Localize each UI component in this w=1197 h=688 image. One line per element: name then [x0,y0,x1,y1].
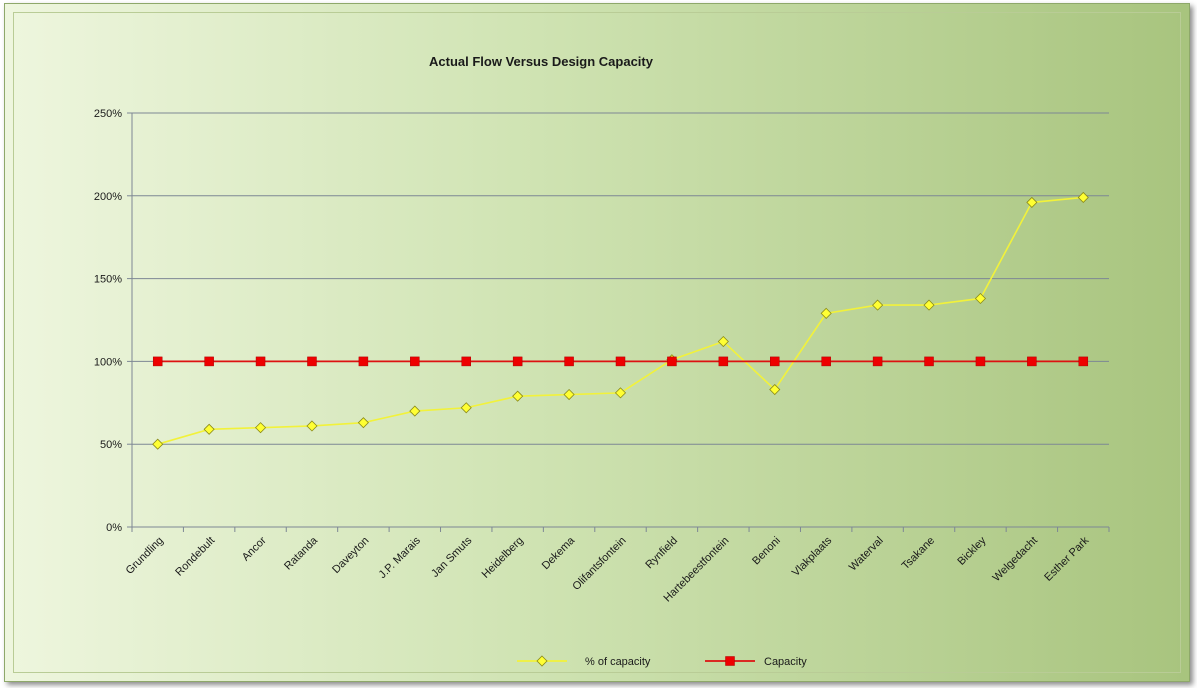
data-point [358,356,369,367]
x-tick-label: Esther Park [1042,534,1091,583]
legend-marker [536,655,548,667]
data-point [512,390,524,402]
x-tick-label: Heidelberg [480,535,526,581]
data-point [563,388,575,401]
grid-lines [132,112,1109,445]
data-point [821,356,831,367]
data-point [307,356,317,367]
data-point [152,356,163,367]
data-point [974,292,987,305]
chart-title: Actual Flow Versus Design Capacity [429,54,654,69]
data-point [872,299,884,311]
data-point [357,417,369,429]
data-point [255,356,266,367]
legend-marker [725,656,735,666]
legend-entry: Capacity [705,656,807,668]
x-tick-label: Dekema [540,534,578,572]
legend-label: % of capacity [585,656,651,668]
x-tick-label: Welgedacht [991,535,1040,584]
data-point [410,356,420,367]
x-tick-label: Daveyton [330,535,371,576]
data-point [512,356,523,367]
data-point [564,356,574,367]
legend: % of capacity Capacity [517,655,807,668]
data-point [1078,356,1089,367]
data-point [923,299,935,311]
data-point [306,420,318,432]
x-tick-label: Benoni [750,535,783,568]
series-line [157,196,1084,445]
data-point [461,356,471,367]
x-tick-label: Ancor [240,534,269,563]
x-tick-label: Bickley [955,534,988,567]
axes: 0% 50% 100% 150% 200% 250% Grundling Rondebult A… [94,108,1110,605]
data-point [717,335,729,348]
y-tick-label: 50% [100,439,122,451]
plot-frame [13,12,1181,673]
legend-label: Capacity [764,656,807,668]
y-tick-label: 250% [94,108,122,120]
series-layer [152,191,1089,450]
data-point [1026,196,1038,208]
data-point [769,383,781,396]
x-tick-label: Tsakane [900,535,937,572]
y-tick-label: 150% [94,274,122,286]
data-point [204,356,214,367]
x-tick-label: Vlakplaats [790,534,835,579]
x-tick-label: J.P. Marais [377,534,424,581]
data-point [614,387,627,399]
data-point [975,356,986,367]
data-point [770,356,780,367]
x-tick-label: Jan Smuts [429,534,475,580]
data-point [203,423,215,435]
data-point [460,402,472,414]
data-point [1077,191,1089,204]
x-tick-label: Rondebult [173,535,217,579]
x-tick-label: Ratanda [282,534,321,573]
legend-entry: % of capacity [517,655,651,668]
data-point [409,405,421,417]
y-tick-label: 100% [94,356,122,368]
data-point [615,356,626,367]
x-tick-label: Grundling [124,535,166,577]
data-point [254,422,267,434]
data-point [667,356,677,367]
x-tick-label: Rynfield [643,535,680,572]
y-tick-label: 0% [106,522,122,534]
data-point [872,356,883,367]
data-point [820,307,832,319]
data-point [152,438,164,450]
data-point [1027,356,1037,367]
chart-area [4,3,1190,682]
data-point [924,356,934,367]
data-point [718,356,729,367]
y-tick-label: 200% [94,191,122,203]
x-tick-label: Olifantsfontein [570,535,628,593]
x-tick-label: Waterval [847,535,886,574]
